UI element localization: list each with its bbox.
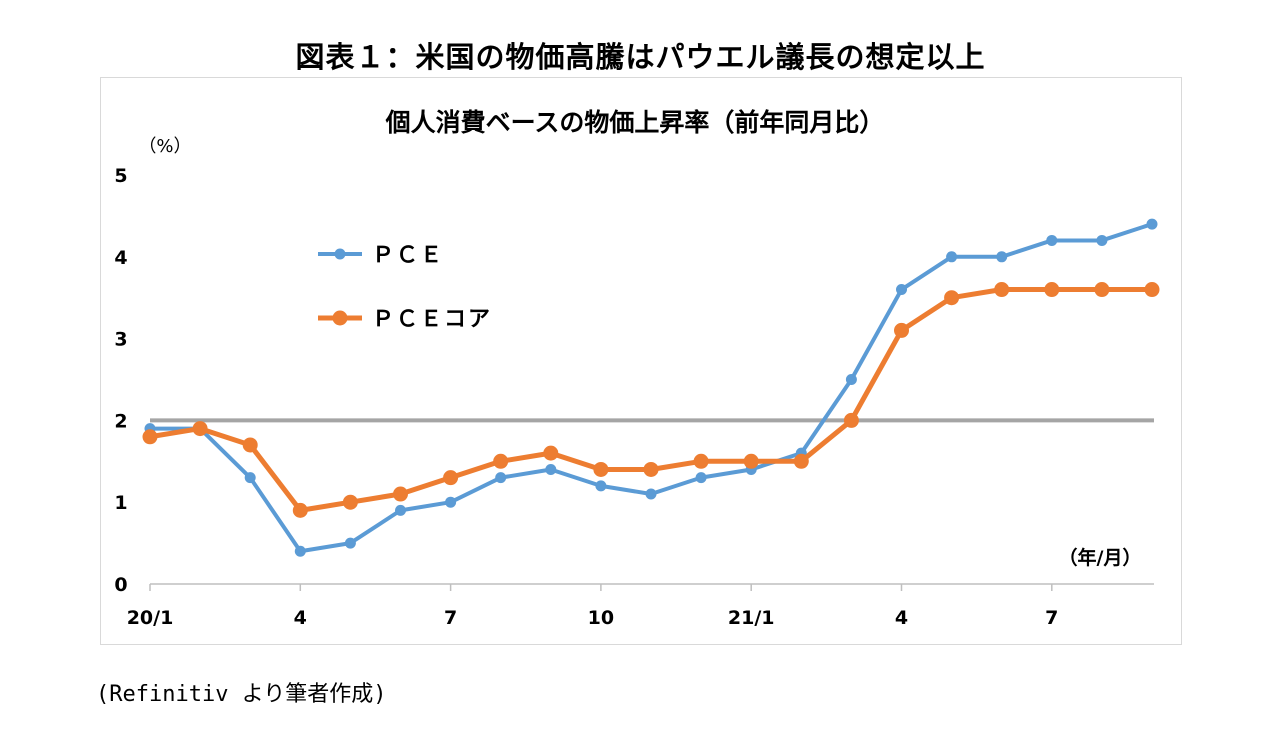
- x-tick-label: 4: [294, 607, 307, 629]
- series-line-2: [149, 287, 1152, 513]
- y-tick-label: 3: [114, 329, 127, 351]
- x-tick-label: 7: [444, 607, 457, 629]
- data-point-series-1: [244, 472, 256, 484]
- data-point-series-2: [292, 502, 308, 518]
- data-point-series-1: [996, 251, 1008, 263]
- data-point-series-2: [593, 461, 609, 477]
- data-point-series-2: [192, 421, 208, 437]
- data-point-series-2: [393, 486, 408, 502]
- source-note: (Refinitiv より筆者作成): [96, 682, 387, 707]
- x-tick-label: 10: [588, 607, 614, 629]
- legend-marker-1: [334, 248, 346, 260]
- x-tick-label: 20/1: [127, 607, 174, 629]
- chart-frame: [100, 77, 1182, 645]
- data-point-series-2: [643, 461, 659, 477]
- data-point-series-2: [793, 453, 809, 469]
- x-axis-unit: （年/月）: [1059, 546, 1142, 569]
- y-axis-unit: （%）: [138, 136, 191, 157]
- data-point-series-1: [445, 496, 457, 508]
- data-point-series-2: [242, 437, 258, 453]
- data-point-series-2: [944, 290, 960, 306]
- data-point-series-1: [545, 463, 557, 475]
- x-tick-label: 7: [1045, 607, 1058, 629]
- data-point-series-1: [645, 488, 657, 500]
- y-tick-label: 0: [114, 574, 127, 596]
- legend-marker-2: [332, 310, 348, 326]
- data-point-series-2: [1144, 282, 1160, 298]
- data-point-series-2: [342, 494, 358, 510]
- data-point-series-2: [1044, 282, 1060, 298]
- y-tick-label: 1: [114, 492, 127, 514]
- data-point-series-2: [843, 412, 859, 428]
- data-point-series-1: [946, 251, 958, 263]
- data-point-series-1: [1046, 234, 1058, 246]
- data-point-series-2: [994, 282, 1010, 298]
- data-point-series-1: [695, 472, 707, 484]
- data-point-series-2: [543, 445, 559, 461]
- data-point-series-2: [493, 453, 509, 469]
- y-tick-label: 5: [114, 165, 127, 187]
- chart-title: 個人消費ベースの物価上昇率（前年同月比）: [385, 108, 885, 137]
- x-tick-label: 4: [895, 607, 908, 629]
- figure-title: 図表１：米国の物価高騰はパウエル議長の想定以上: [295, 40, 986, 74]
- data-point-series-1: [1096, 234, 1108, 246]
- data-point-series-1: [395, 504, 406, 516]
- data-point-series-2: [743, 453, 759, 469]
- legend-label-2: ＰＣＥコア: [372, 307, 492, 332]
- data-point-series-1: [896, 284, 907, 296]
- data-point-series-1: [595, 480, 607, 492]
- data-point-series-2: [443, 470, 459, 486]
- y-tick-label: 4: [114, 247, 127, 269]
- legend-label-1: ＰＣＥ: [372, 243, 444, 268]
- data-point-series-2: [1094, 282, 1110, 298]
- x-tick-label: 21/1: [728, 607, 775, 629]
- data-point-series-2: [142, 429, 158, 445]
- data-point-series-2: [693, 453, 709, 469]
- data-point-series-2: [894, 322, 909, 338]
- data-point-series-1: [845, 374, 857, 385]
- data-point-series-1: [344, 537, 356, 549]
- data-point-series-1: [1146, 218, 1158, 230]
- y-tick-label: 2: [114, 410, 127, 432]
- series-line-1: [150, 222, 1153, 554]
- data-point-series-1: [294, 545, 306, 557]
- data-point-series-1: [495, 472, 507, 484]
